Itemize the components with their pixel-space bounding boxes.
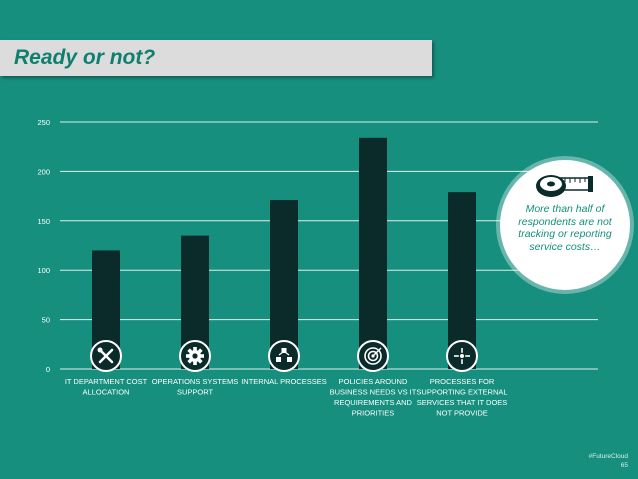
gear-icon-tooth [186,354,190,358]
y-tick-label: 250 [37,118,50,127]
x-category-label: IT DEPARTMENT COST [65,377,148,386]
target-icon-ring [367,350,379,362]
target-icon-arrow [372,347,382,357]
callout-circle: More than half of respondents are not tr… [500,160,630,290]
arrows-icon-center [460,354,464,358]
process-flow-icon [268,340,300,372]
slide-title: Ready or not? [14,46,156,69]
x-category-label: POLICIES AROUND [339,377,408,386]
x-category-label: PROCESSES FOR [430,377,495,386]
process-icon-box [281,348,287,353]
y-tick-label: 50 [42,316,50,325]
tools-icon-part [98,348,114,364]
hashtag: #FutureCloud [588,453,628,460]
callout-text: More than half of respondents are not tr… [518,203,612,253]
y-tick-label: 200 [37,167,50,176]
gear-icon-tooth [200,354,204,358]
x-category-label: PRIORITIES [352,409,395,418]
x-category-label: NOT PROVIDE [436,409,488,418]
x-category-label: REQUIREMENTS AND [334,398,413,407]
page-number: 65 [620,462,628,469]
tools-icon-part [97,347,103,353]
x-category-label: BUSINESS NEEDS VS IT [330,388,417,397]
x-category-label: SERVICES THAT IT DOES [417,398,508,407]
tape-measure-icon [536,175,593,197]
y-tick-label: 0 [46,365,50,374]
gear-icon-tooth [193,347,197,351]
bar [448,192,476,369]
x-category-label: ALLOCATION [83,388,130,397]
gear-icon-tooth [193,361,197,365]
process-icon-box [287,357,292,362]
x-category-label: SUPPORTING EXTERNAL [416,388,507,397]
process-icon-link [278,351,290,356]
x-category-label: INTERNAL PROCESSES [241,377,327,386]
process-icon-box [276,357,281,362]
footer: #FutureCloud 65 [589,452,628,470]
gear-icon-hole [192,353,198,359]
y-tick-label: 150 [37,217,50,226]
title-banner: Ready or not? [0,40,432,76]
y-tick-label: 100 [37,266,50,275]
x-category-label: OPERATIONS SYSTEMS [152,377,239,386]
x-category-label: SUPPORT [177,388,214,397]
bar [359,137,387,369]
target-icon-ring [364,347,382,365]
